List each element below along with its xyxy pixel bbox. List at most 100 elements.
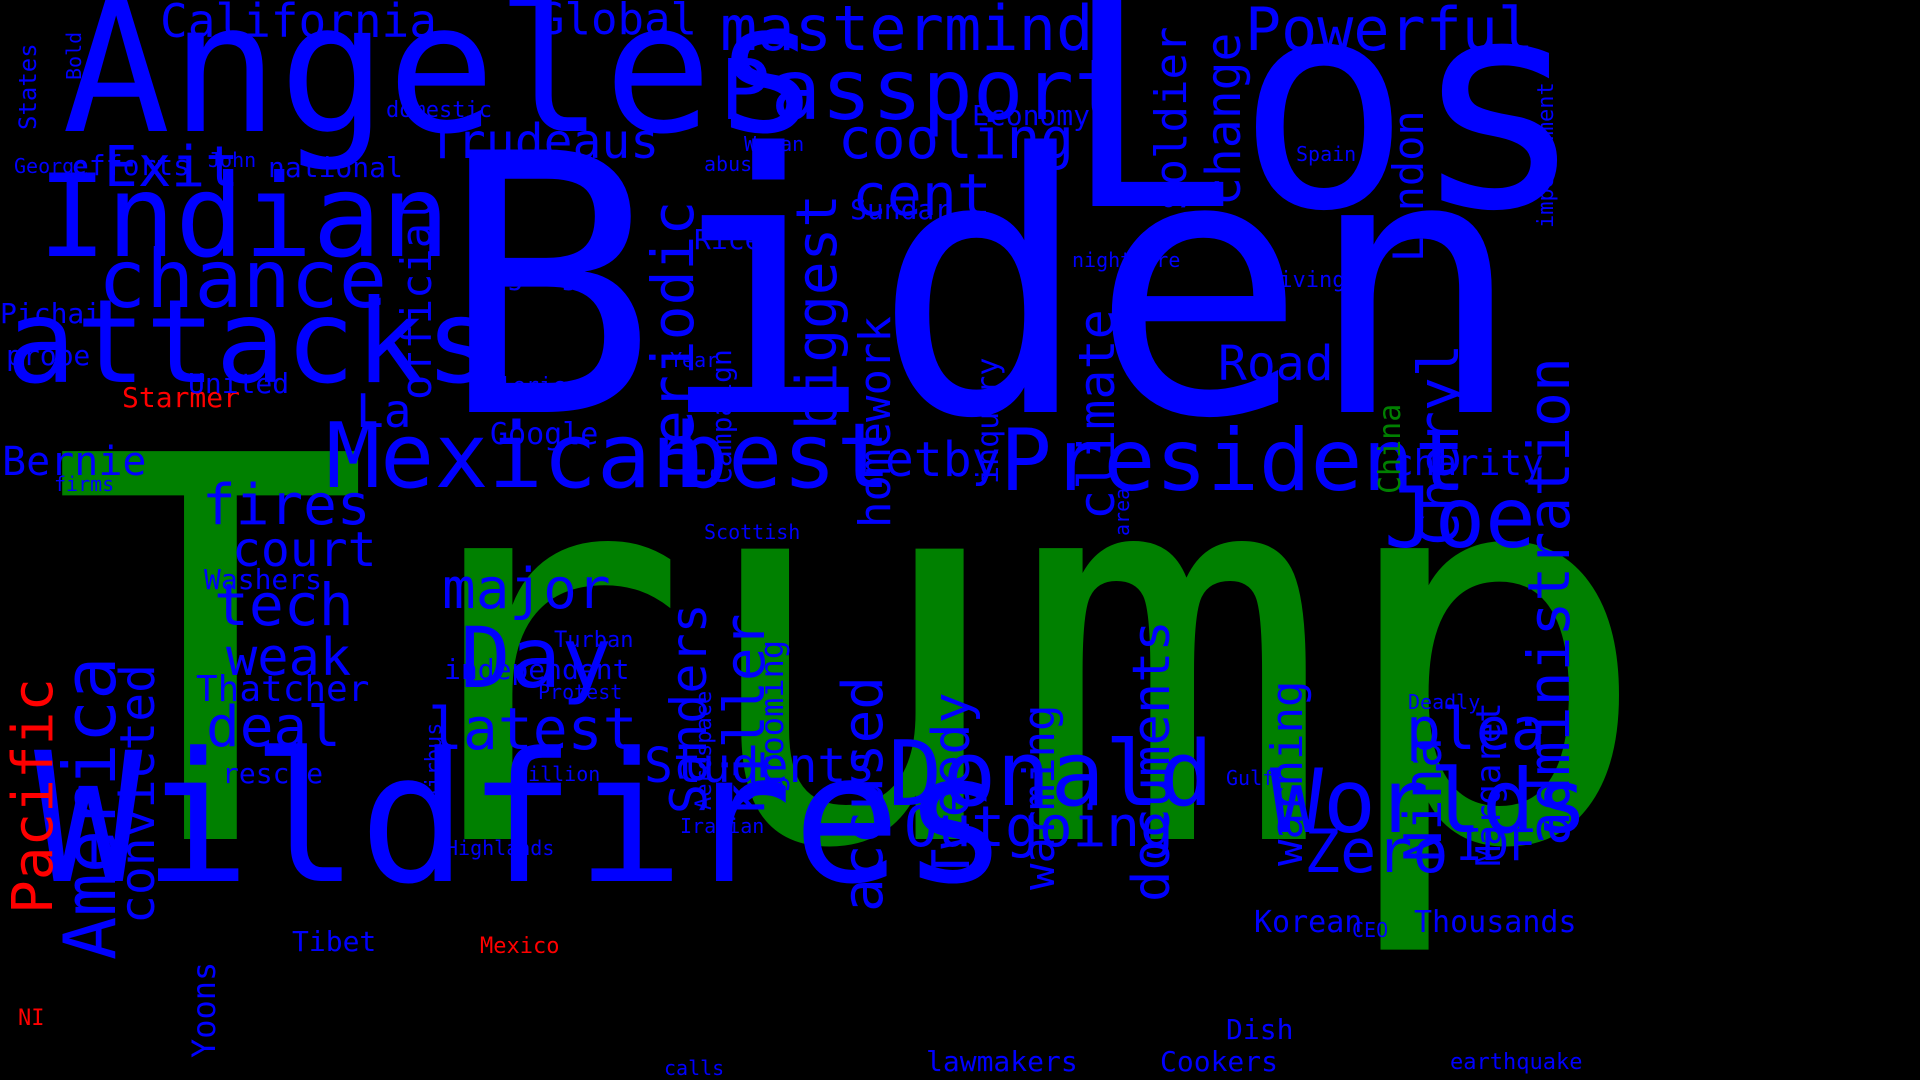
word-cookers: Cookers bbox=[1160, 1045, 1279, 1078]
word-pacific: Pacific bbox=[1, 677, 66, 914]
word-convicted: convicted bbox=[110, 663, 166, 924]
word-letby: Letby bbox=[856, 432, 1001, 488]
word-clerics: Clerics bbox=[486, 374, 579, 399]
word-united: United bbox=[188, 367, 290, 400]
word-best: best bbox=[674, 404, 891, 509]
word-warming: warming bbox=[1014, 704, 1065, 890]
word-periodic: periodic bbox=[639, 200, 707, 480]
word-area: area bbox=[1110, 487, 1134, 536]
word-latest: latest bbox=[428, 695, 638, 763]
word-ceo: CEO bbox=[1352, 918, 1389, 942]
word-road: Road bbox=[1218, 336, 1334, 392]
word-national: national bbox=[268, 151, 403, 184]
word-president: President bbox=[1000, 411, 1466, 511]
word-yoons: Yoons bbox=[185, 961, 223, 1058]
word-deadly: Deadly bbox=[1408, 690, 1481, 714]
word-margaret: Margaret bbox=[1469, 702, 1509, 866]
word-gulf: Gulf bbox=[1226, 766, 1275, 790]
word-joe: Joe bbox=[1384, 469, 1536, 567]
word-homework: homework bbox=[850, 316, 901, 528]
word-official: official bbox=[392, 197, 441, 400]
word-domestic: domestic bbox=[386, 98, 492, 123]
word-chance: chance bbox=[98, 233, 387, 326]
word-aerospace: Aerospace bbox=[692, 690, 717, 810]
word-grooming: grooming bbox=[753, 639, 791, 794]
word-indian: Indian bbox=[38, 150, 450, 283]
word-economy: Economy bbox=[972, 99, 1091, 132]
word-la: La bbox=[356, 384, 412, 438]
word-mexican: Mexican bbox=[326, 404, 706, 509]
word-court: court bbox=[232, 522, 377, 578]
word-global: Global bbox=[538, 0, 697, 45]
word-tweedy: Tweedy bbox=[922, 692, 982, 880]
word-zero: Zero bbox=[1304, 817, 1449, 887]
word-impeachment: impeachment bbox=[1534, 82, 1559, 228]
word-warning: warning bbox=[1262, 680, 1313, 866]
word-cooling: cooling bbox=[838, 107, 1075, 172]
word-probe: probe bbox=[6, 339, 91, 372]
word-states: States bbox=[14, 43, 42, 130]
word-documents: documents bbox=[1122, 620, 1182, 902]
word-calls: calls bbox=[664, 1056, 725, 1080]
word-korean: Korean bbox=[1254, 905, 1363, 940]
word-scottish: Scottish bbox=[704, 520, 801, 544]
word-angeles: Angeles bbox=[62, 0, 821, 174]
word-london: London bbox=[1384, 110, 1433, 262]
word-bernie: Bernie bbox=[2, 439, 147, 485]
word-cent: cent bbox=[852, 161, 992, 229]
word-turban: Turban bbox=[554, 628, 634, 653]
word-accused: accused bbox=[831, 675, 896, 912]
word-powerful: Powerful bbox=[1245, 0, 1534, 65]
word-george: George bbox=[14, 154, 87, 178]
word-google: Google bbox=[490, 417, 599, 452]
word-administration: administration bbox=[1515, 357, 1583, 846]
word-pichai: Pichai bbox=[0, 297, 102, 330]
word-protest: Protest bbox=[538, 680, 623, 704]
word-tibet: Tibet bbox=[292, 925, 377, 958]
word-plea: plea bbox=[1406, 695, 1546, 763]
word-woman: Woman bbox=[744, 132, 805, 156]
word-spain: Spain bbox=[1296, 142, 1357, 166]
word-washers: Washers bbox=[204, 563, 323, 596]
word-mexico: Mexico bbox=[480, 934, 560, 959]
word-sundar: Sundar bbox=[850, 193, 952, 226]
word-highlands: Highlands bbox=[446, 836, 555, 860]
word-students: Students bbox=[644, 738, 876, 794]
word-mastermind: mastermind bbox=[720, 0, 1094, 65]
word-fires: fires bbox=[202, 473, 371, 538]
word-passport: Passport bbox=[720, 41, 1125, 139]
word-gang: gang bbox=[506, 257, 579, 292]
word-lawmakers: lawmakers bbox=[926, 1045, 1078, 1078]
word-inquiry: inquiry bbox=[971, 357, 1006, 484]
word-billion: Billion bbox=[516, 762, 601, 786]
word-idf: IDF bbox=[1456, 820, 1536, 871]
word-year: Year bbox=[670, 348, 719, 372]
word-wildfires: Wildfires bbox=[34, 715, 1010, 924]
word-trump: Trump bbox=[50, 346, 1652, 965]
word-airbus: Airbus bbox=[422, 722, 447, 802]
word-thousands: Thousands bbox=[1414, 905, 1577, 940]
word-soldier: soldier bbox=[1146, 26, 1197, 212]
word-donald: Donald bbox=[888, 722, 1214, 827]
word-efforts: efforts bbox=[72, 149, 191, 182]
word-exit: Exit bbox=[104, 135, 239, 200]
word-nightmare: nightmare bbox=[1072, 248, 1181, 272]
word-biden: Biden bbox=[440, 78, 1524, 497]
word-california: California bbox=[160, 0, 437, 48]
word-trudeaus: Trudeaus bbox=[428, 114, 660, 170]
word-attacks: attacks bbox=[6, 275, 495, 410]
word-abuse: abuse bbox=[704, 152, 765, 176]
word-firms: firms bbox=[54, 472, 115, 496]
word-iranian: Iranian bbox=[680, 814, 765, 838]
word-biggest: biggest bbox=[785, 193, 850, 430]
word-john: John bbox=[208, 148, 257, 172]
word-bold: Bold bbox=[62, 31, 86, 80]
word-worlds: Worlds bbox=[1270, 750, 1588, 853]
word-major: major bbox=[442, 557, 611, 622]
word-weak: weak bbox=[226, 628, 352, 688]
word-china: China bbox=[1373, 403, 1408, 494]
word-dish: Dish bbox=[1226, 1013, 1294, 1046]
word-cheryl: Cheryl bbox=[1407, 343, 1472, 546]
word-campaign: Campaign bbox=[705, 349, 738, 484]
